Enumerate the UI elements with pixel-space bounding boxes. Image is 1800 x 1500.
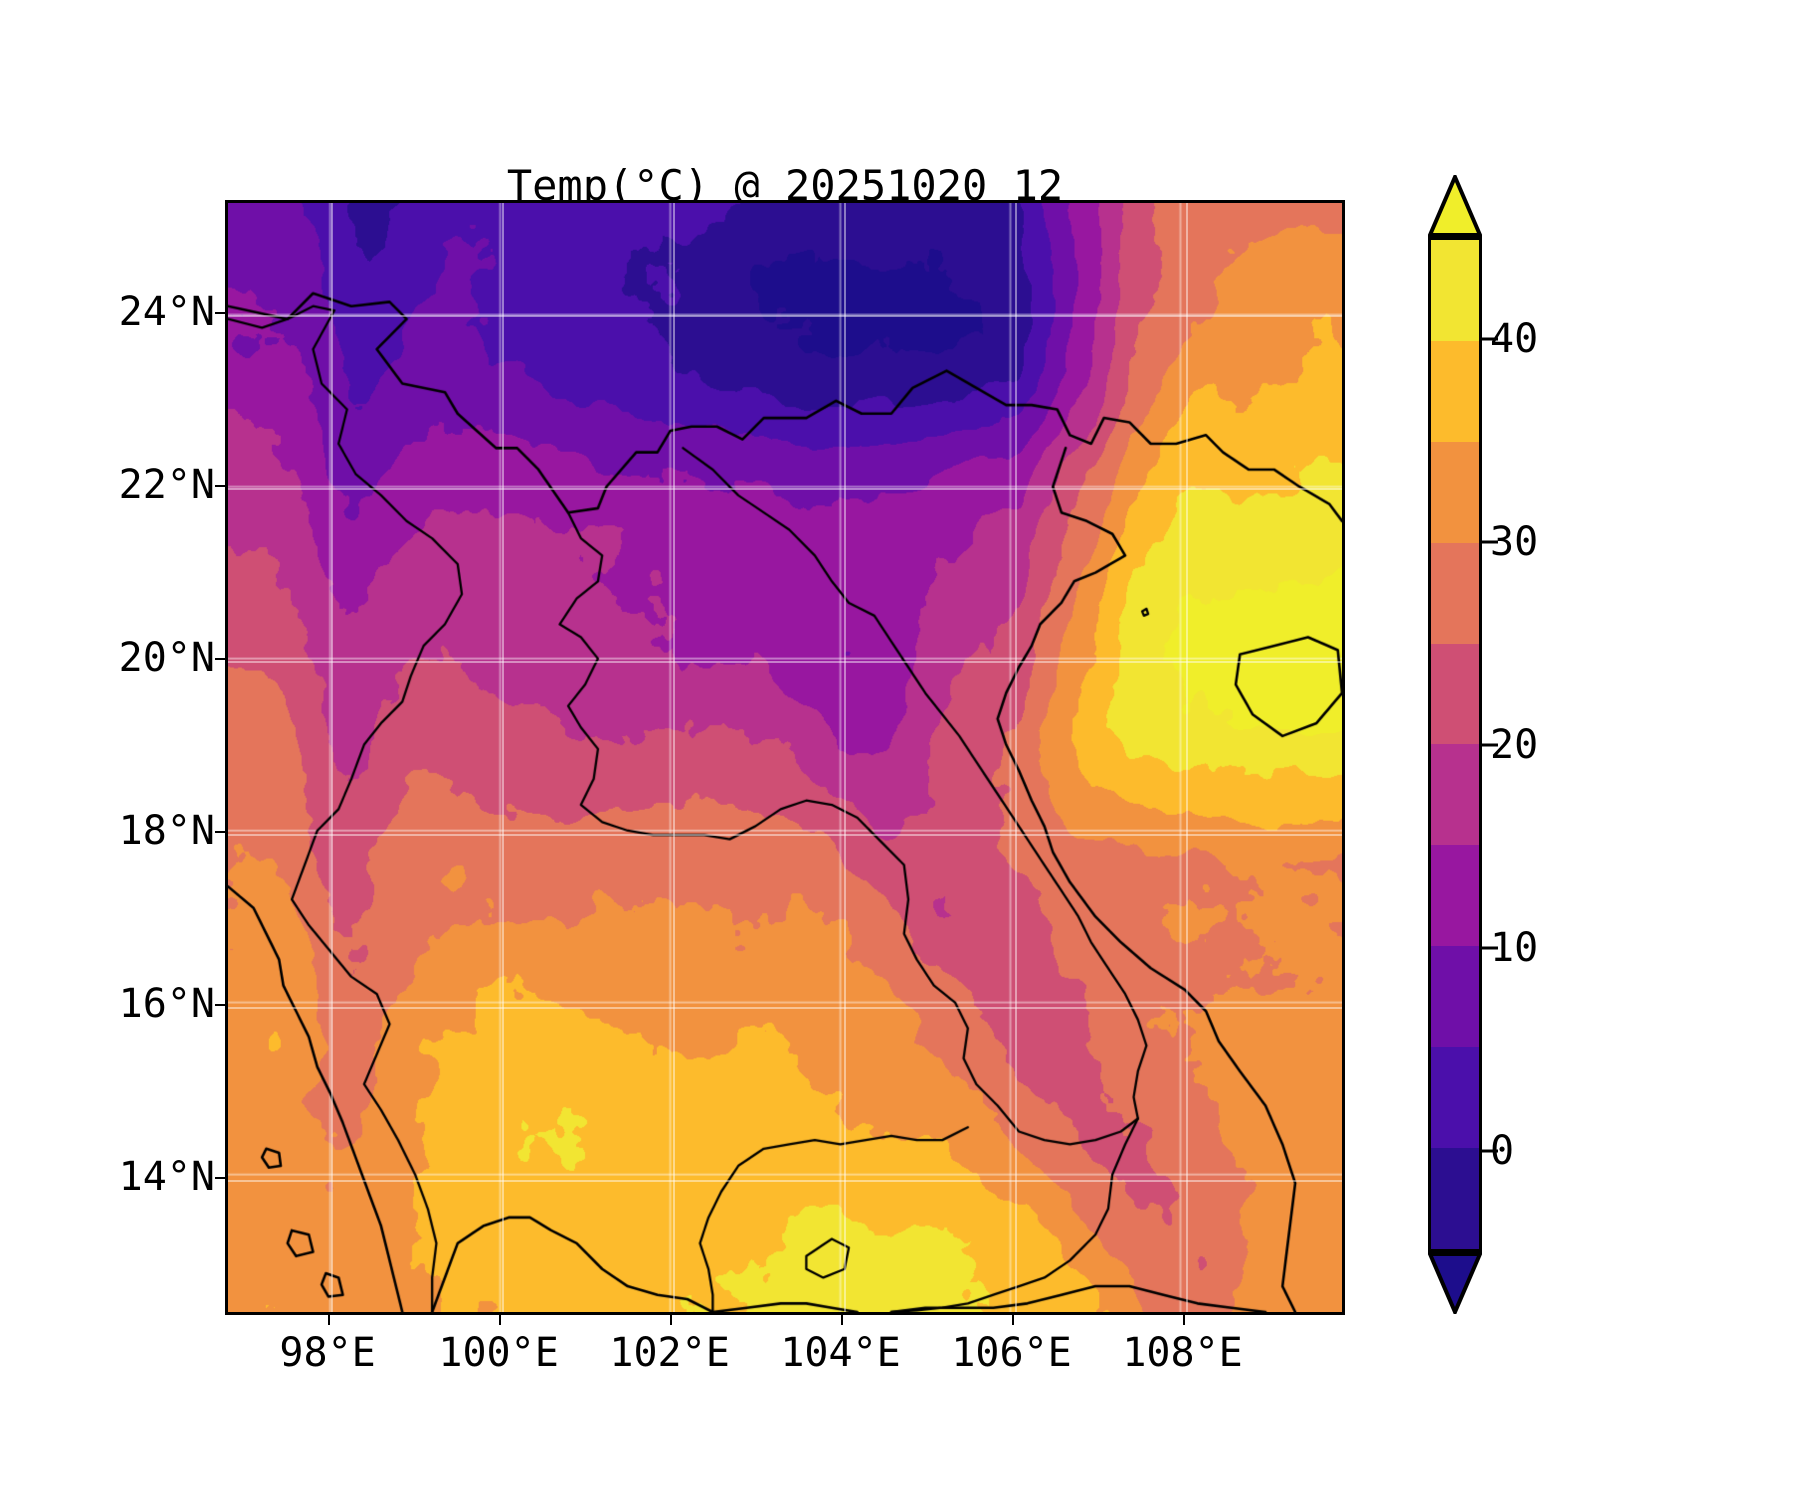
map-plot-area[interactable] (225, 200, 1345, 1315)
x-tick-label: 106°E (951, 1330, 1072, 1376)
x-tick-label: 102°E (609, 1330, 730, 1376)
colorbar-band (1431, 1148, 1479, 1249)
y-tick-label: 22°N (118, 462, 215, 509)
y-tick-label: 18°N (118, 807, 215, 854)
colorbar-band (1431, 340, 1479, 442)
y-tick-label: 24°N (118, 289, 215, 336)
y-tick-mark (215, 1003, 225, 1006)
x-tick-mark (669, 1315, 672, 1325)
colorbar-tick-mark (1482, 1149, 1498, 1152)
x-tick-mark (840, 1315, 843, 1325)
colorbar-band (1431, 542, 1479, 644)
colorbar-tick-label: 20 (1490, 721, 1539, 768)
colorbar-tick-label: 0 (1490, 1127, 1515, 1174)
colorbar-band (1431, 240, 1479, 341)
colorbar-tick-mark (1482, 946, 1498, 949)
x-tick-mark (1011, 1315, 1014, 1325)
y-tick-mark (215, 830, 225, 833)
colorbar-band (1431, 946, 1479, 1048)
colorbar-tick-mark (1482, 337, 1498, 340)
y-tick-label: 20°N (118, 635, 215, 682)
colorbar-band (1431, 845, 1479, 947)
colorbar-gradient (1428, 237, 1482, 1252)
colorbar-extend-min-arrow (1428, 1252, 1482, 1314)
colorbar-tick-label: 10 (1490, 924, 1539, 971)
colorbar-band (1431, 441, 1479, 543)
colorbar-extend-max-arrow (1428, 175, 1482, 237)
x-tick-label: 98°E (279, 1330, 376, 1376)
colorbar-band (1431, 1047, 1479, 1149)
temperature-contour-field (228, 203, 1342, 1312)
x-tick-mark (327, 1315, 330, 1325)
colorbar-tick-label: 30 (1490, 518, 1539, 565)
y-tick-label: 14°N (118, 1153, 215, 1200)
colorbar-tick-mark (1482, 743, 1498, 746)
x-tick-label: 104°E (780, 1330, 901, 1376)
y-tick-mark (215, 312, 225, 315)
colorbar-band (1431, 744, 1479, 846)
colorbar[interactable]: 0 10 20 30 40 (1428, 175, 1538, 1315)
colorbar-tick-mark (1482, 540, 1498, 543)
colorbar-tick-label: 40 (1490, 315, 1539, 362)
x-tick-label: 108°E (1122, 1330, 1243, 1376)
y-tick-mark (215, 658, 225, 661)
x-tick-mark (498, 1315, 501, 1325)
colorbar-band (1431, 643, 1479, 745)
y-tick-mark (215, 1176, 225, 1179)
x-tick-mark (1182, 1315, 1185, 1325)
x-tick-label: 100°E (438, 1330, 559, 1376)
y-tick-mark (215, 485, 225, 488)
y-tick-label: 16°N (118, 980, 215, 1027)
